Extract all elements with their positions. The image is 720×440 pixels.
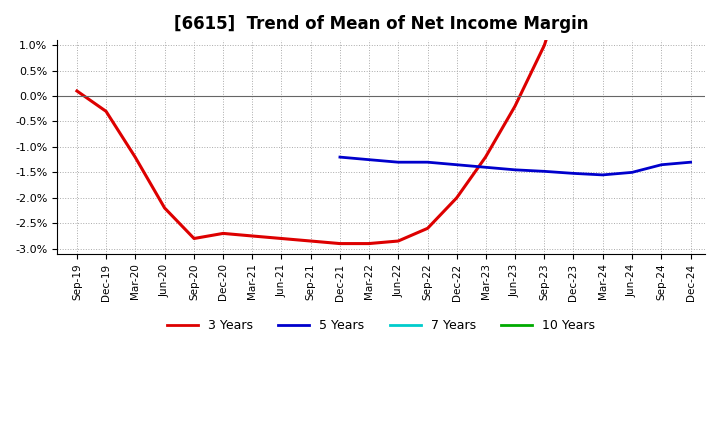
Legend: 3 Years, 5 Years, 7 Years, 10 Years: 3 Years, 5 Years, 7 Years, 10 Years: [162, 314, 600, 337]
Title: [6615]  Trend of Mean of Net Income Margin: [6615] Trend of Mean of Net Income Margi…: [174, 15, 588, 33]
